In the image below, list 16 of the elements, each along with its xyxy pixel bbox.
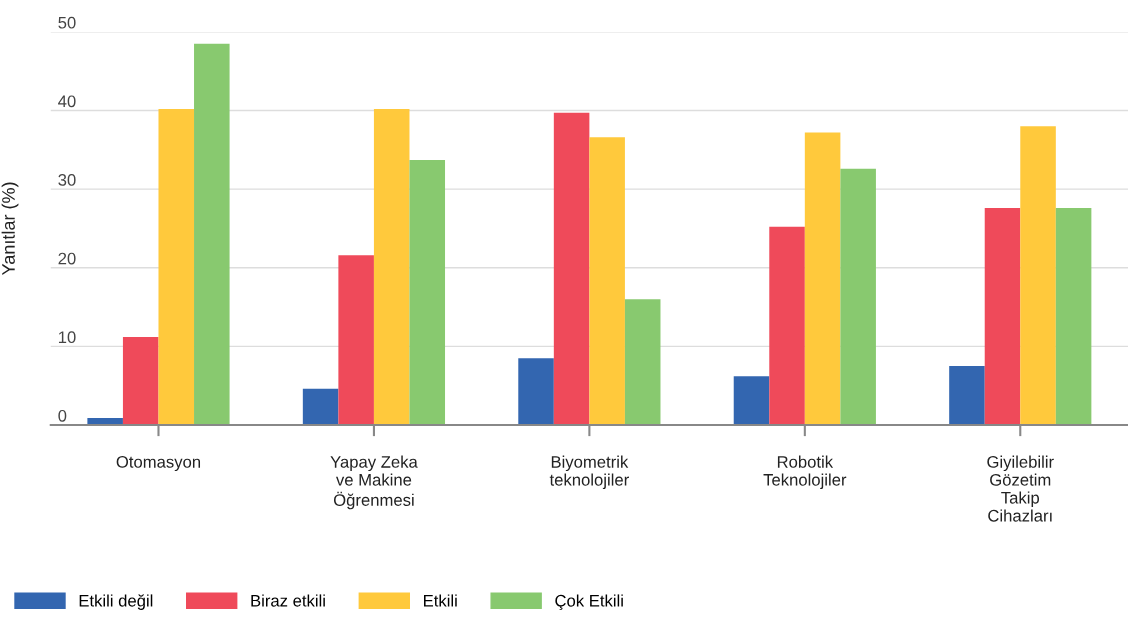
y-tick-label: 40 <box>58 95 76 108</box>
x-tick-label: Giyilebilir Gözetim Takip Cihazları <box>987 455 1054 522</box>
x-tick-label: Yapay Zeka ve Makine Öğrenmesi <box>330 455 418 510</box>
x-tick-label: Otomasyon <box>116 456 201 472</box>
y-tick-label: 50 <box>58 16 76 29</box>
legend-label: Biraz etkili <box>251 594 325 607</box>
y-tick-label: 0 <box>58 409 67 422</box>
y-tick-label: 30 <box>58 174 76 186</box>
y-axis-title: Yanıtlar (%) <box>1 182 19 276</box>
y-tick-label: 20 <box>58 252 76 265</box>
legend-label: Çok Etkili <box>555 594 623 610</box>
legend-label: Etkili <box>424 594 457 607</box>
y-tick-label: 10 <box>58 331 76 344</box>
x-tick-label: Robotik Teknolojiler <box>763 455 847 490</box>
legend-label: Etkili değil <box>79 594 153 610</box>
x-tick-label: Biyometrik teknolojiler <box>549 455 629 490</box>
